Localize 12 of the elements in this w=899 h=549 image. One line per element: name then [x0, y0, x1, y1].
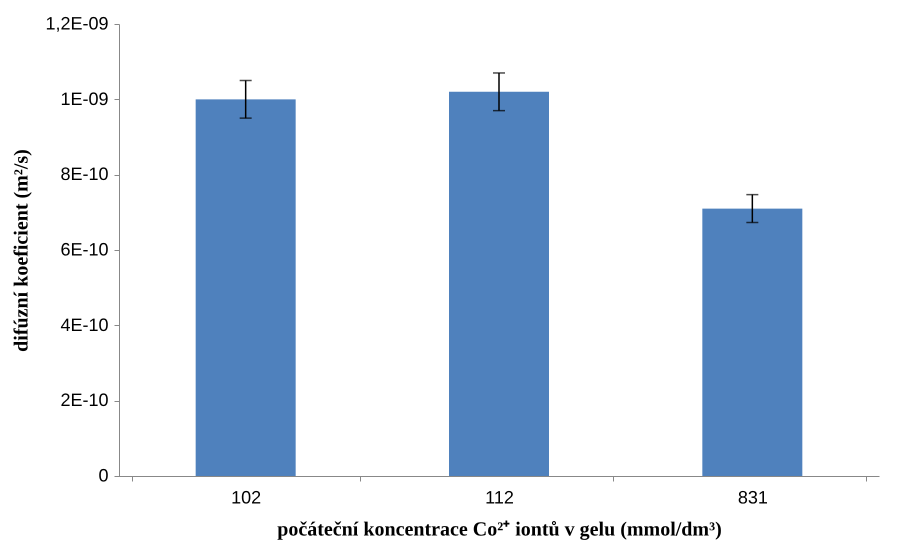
y-tick-label: 8E-10 [60, 164, 108, 184]
y-tick-label: 4E-10 [60, 314, 108, 335]
x-tick-label: 831 [738, 488, 768, 508]
y-tick-label: 1,2E-09 [45, 14, 108, 34]
y-tick-label: 1E-09 [60, 88, 108, 109]
x-axis-title: počáteční koncentrace Co²⁺ iontů v gelu (mmol/dm³) [277, 518, 722, 540]
y-tick-label: 2E-10 [60, 390, 108, 410]
x-tick-label: 102 [231, 488, 262, 508]
y-tick-label: 0 [98, 466, 108, 486]
y-tick-label: 6E-10 [60, 240, 108, 260]
x-tick-label: 112 [485, 488, 514, 508]
y-axis-title: difúzní koeficient (m²/s) [10, 149, 32, 352]
